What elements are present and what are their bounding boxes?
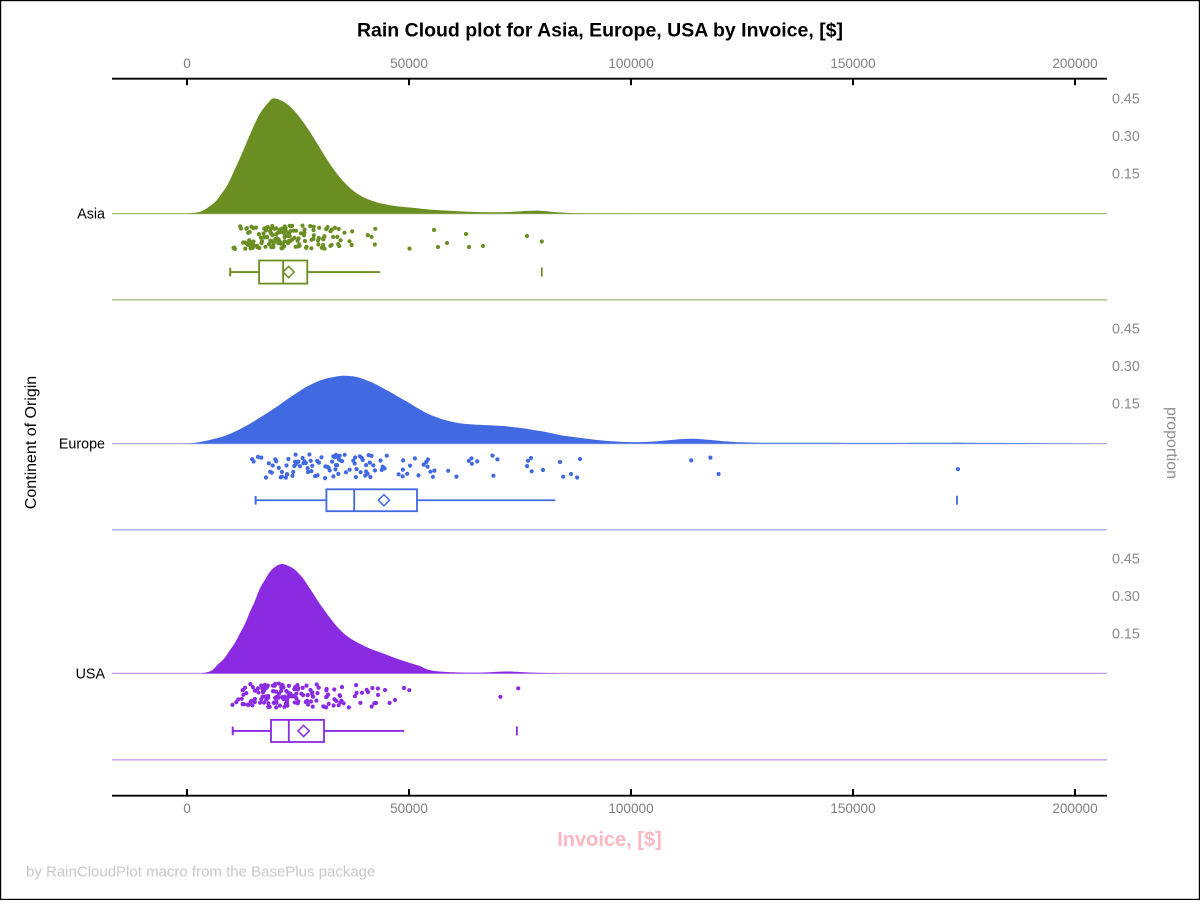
svg-text:0: 0 <box>183 56 191 71</box>
svg-text:0.15: 0.15 <box>1112 397 1140 413</box>
svg-text:100000: 100000 <box>608 801 654 816</box>
svg-text:150000: 150000 <box>830 801 876 816</box>
svg-text:0.15: 0.15 <box>1112 167 1140 183</box>
svg-text:200000: 200000 <box>1052 56 1098 71</box>
svg-text:Continent of Origin: Continent of Origin <box>23 376 40 509</box>
svg-text:200000: 200000 <box>1052 801 1098 816</box>
svg-text:0.45: 0.45 <box>1112 322 1140 338</box>
svg-text:Asia: Asia <box>77 207 105 223</box>
svg-text:50000: 50000 <box>390 801 428 816</box>
svg-text:by RainCloudPlot macro from th: by RainCloudPlot macro from the BasePlus… <box>26 864 375 881</box>
svg-text:0.45: 0.45 <box>1112 92 1140 108</box>
svg-text:0.30: 0.30 <box>1112 359 1140 375</box>
svg-text:0.15: 0.15 <box>1112 627 1140 643</box>
svg-text:Europe: Europe <box>59 437 105 453</box>
svg-text:50000: 50000 <box>390 56 428 71</box>
svg-text:0.30: 0.30 <box>1112 589 1140 605</box>
svg-text:0.30: 0.30 <box>1112 129 1140 145</box>
svg-text:proportion: proportion <box>1163 407 1180 479</box>
svg-text:100000: 100000 <box>608 56 654 71</box>
svg-text:0.45: 0.45 <box>1112 552 1140 568</box>
svg-text:0: 0 <box>183 801 191 816</box>
svg-text:Rain Cloud plot for Asia, Euro: Rain Cloud plot for Asia, Europe, USA by… <box>357 20 843 42</box>
svg-text:150000: 150000 <box>830 56 876 71</box>
svg-text:USA: USA <box>76 667 106 683</box>
svg-text:Invoice, [$]: Invoice, [$] <box>557 829 661 851</box>
